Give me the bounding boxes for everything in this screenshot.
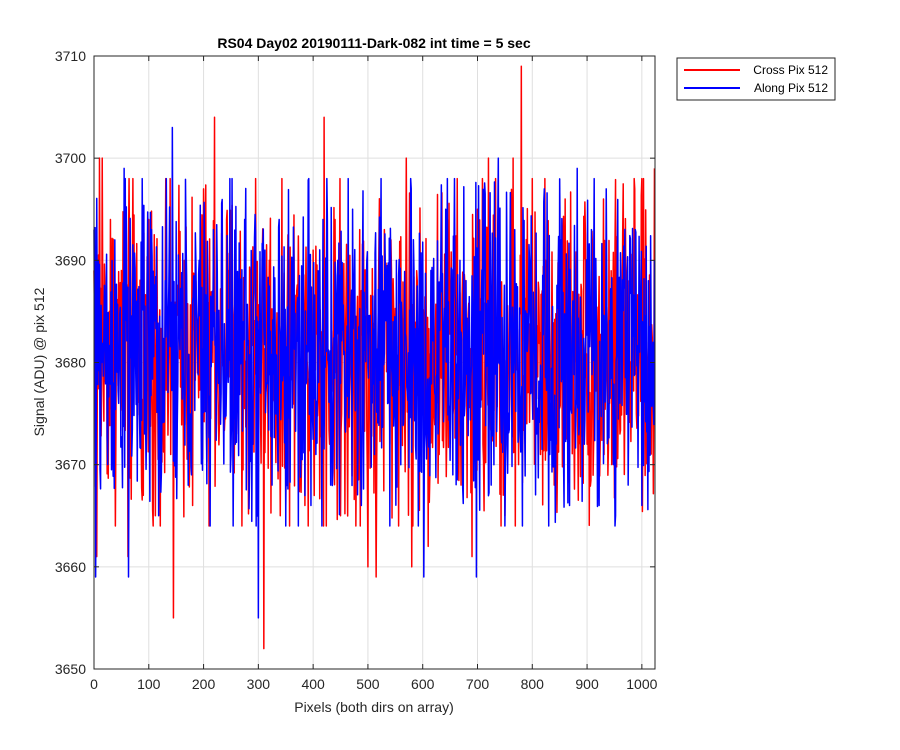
- x-tick-label: 600: [411, 676, 435, 692]
- x-tick-label: 700: [466, 676, 490, 692]
- x-tick-label: 800: [521, 676, 545, 692]
- y-tick-label: 3700: [55, 150, 86, 166]
- x-tick-label: 300: [247, 676, 271, 692]
- legend-label-cross: Cross Pix 512: [753, 63, 828, 77]
- chart-title: RS04 Day02 20190111-Dark-082 int time = …: [217, 35, 530, 51]
- y-tick-label: 3660: [55, 559, 86, 575]
- y-tick-label: 3690: [55, 252, 86, 268]
- axis-ticks: 0 100 200 300 400 500 600 700 800 900 1000 3650 3660…: [55, 48, 658, 692]
- legend-box: [676, 57, 836, 101]
- y-tick-label: 3680: [55, 355, 86, 371]
- legend-label-along: Along Pix 512: [754, 81, 828, 95]
- legend: Cross Pix 512 Along Pix 512: [676, 57, 836, 101]
- x-tick-label: 200: [192, 676, 216, 692]
- y-axis-label: Signal (ADU) @ pix 512: [31, 287, 47, 436]
- y-tick-label: 3670: [55, 457, 86, 473]
- series-line-along-pix-512: [93, 126, 656, 619]
- x-tick-label: 500: [356, 676, 380, 692]
- x-axis-label: Pixels (both dirs on array): [294, 699, 454, 715]
- x-tick-label: 400: [301, 676, 325, 692]
- series-lines: [93, 65, 656, 650]
- y-tick-label: 3710: [55, 48, 86, 64]
- x-tick-label: 0: [90, 676, 98, 692]
- y-tick-label: 3650: [55, 661, 86, 677]
- x-tick-label: 100: [137, 676, 161, 692]
- x-tick-label: 1000: [626, 676, 657, 692]
- x-tick-label: 900: [575, 676, 599, 692]
